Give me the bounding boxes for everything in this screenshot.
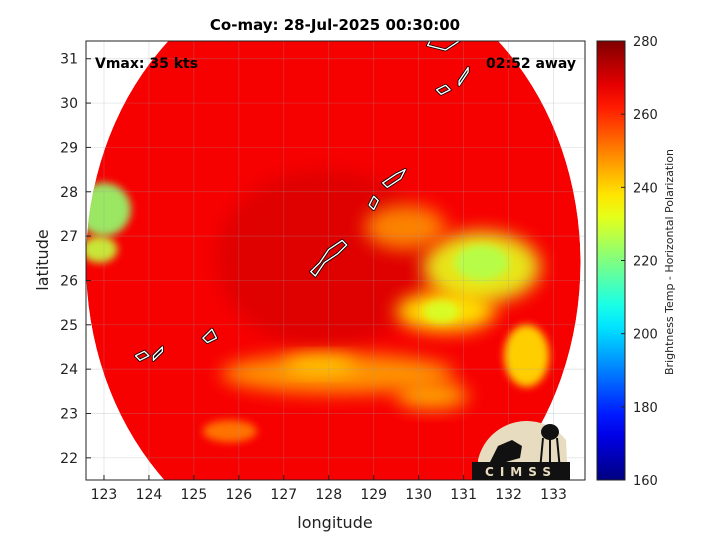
colorbar-tick-label: 160 <box>633 474 658 489</box>
coast-tanegashima <box>458 66 469 87</box>
y-tick-label: 28 <box>60 185 78 201</box>
y-tick-label: 27 <box>60 229 78 245</box>
feature-band-south <box>220 353 455 394</box>
x-tick-label: 124 <box>136 487 163 503</box>
x-tick-label: 133 <box>540 487 567 503</box>
feature-south-cell <box>396 382 469 410</box>
grid <box>86 41 585 480</box>
colorbar-tick-label: 220 <box>633 255 658 270</box>
coast-miyako <box>202 328 218 344</box>
coast-amami <box>382 168 406 189</box>
logo-water-tower-icon <box>541 424 559 440</box>
coast-kyushu-tip <box>427 41 460 51</box>
x-tick-label: 130 <box>405 487 432 503</box>
colorbar-label: Brightness Temp - Horizontal Polarizatio… <box>663 149 676 375</box>
eta-annotation: 02:52 away <box>486 56 576 72</box>
x-tick-label: 132 <box>495 487 522 503</box>
swath-layer <box>86 41 581 480</box>
coastlines <box>134 41 470 362</box>
y-tick-label: 24 <box>60 362 78 378</box>
x-tick-label: 128 <box>315 487 342 503</box>
y-ticks: 22 23 24 25 26 27 28 29 30 31 <box>60 52 91 467</box>
y-tick-label: 23 <box>60 406 78 422</box>
x-tick-label: 126 <box>225 487 252 503</box>
cimss-logo: CIMSS <box>472 421 570 480</box>
y-tick-label: 26 <box>60 273 78 289</box>
coast-okinawa <box>310 239 348 277</box>
x-tick-label: 127 <box>270 487 297 503</box>
colorbar-ticks: 160 180 200 220 240 260 280 <box>621 35 658 489</box>
plot-frame <box>85 40 586 481</box>
feature-band-east-tail <box>504 324 550 387</box>
feature-west-edge-cell-2 <box>86 236 118 263</box>
x-tick-label: 131 <box>450 487 477 503</box>
chart-title: Co-may: 28-Jul-2025 00:30:00 <box>210 16 460 34</box>
feature-band-south-east-core <box>423 300 460 323</box>
coast-tokunoshima <box>368 195 379 211</box>
logo-text: CIMSS <box>485 465 557 479</box>
logo-dish-icon <box>490 440 522 462</box>
coast-ishigaki <box>152 346 164 361</box>
x-axis-label: longitude <box>297 513 372 532</box>
x-tick-label: 123 <box>91 487 118 503</box>
y-tick-label: 30 <box>60 96 78 112</box>
x-tick-label: 129 <box>360 487 387 503</box>
feature-band-east-core <box>454 244 509 281</box>
y-axis-label: latitude <box>33 229 52 290</box>
y-tick-label: 29 <box>60 140 78 156</box>
colorbar <box>596 40 626 481</box>
colorbar-tick-label: 240 <box>633 181 658 196</box>
feature-south-west-cell <box>202 420 257 443</box>
feature-north-east-cell <box>364 205 446 250</box>
x-tick-label: 125 <box>181 487 208 503</box>
x-ticks: 123 124 125 126 127 128 129 130 131 132 133 <box>91 475 567 503</box>
coast-iriomote <box>134 350 150 361</box>
logo-banner <box>472 462 570 480</box>
y-tick-label: 25 <box>60 318 78 334</box>
colorbar-tick-label: 260 <box>633 108 658 123</box>
colorbar-tick-label: 180 <box>633 401 658 416</box>
y-tick-label: 31 <box>60 52 78 68</box>
coast-yakushima <box>435 84 451 95</box>
colorbar-tick-label: 280 <box>633 35 658 50</box>
feature-band-south-core <box>283 355 356 374</box>
colorbar-tick-label: 200 <box>633 328 658 343</box>
y-tick-label: 22 <box>60 451 78 467</box>
vmax-annotation: Vmax: 35 kts <box>95 56 198 72</box>
